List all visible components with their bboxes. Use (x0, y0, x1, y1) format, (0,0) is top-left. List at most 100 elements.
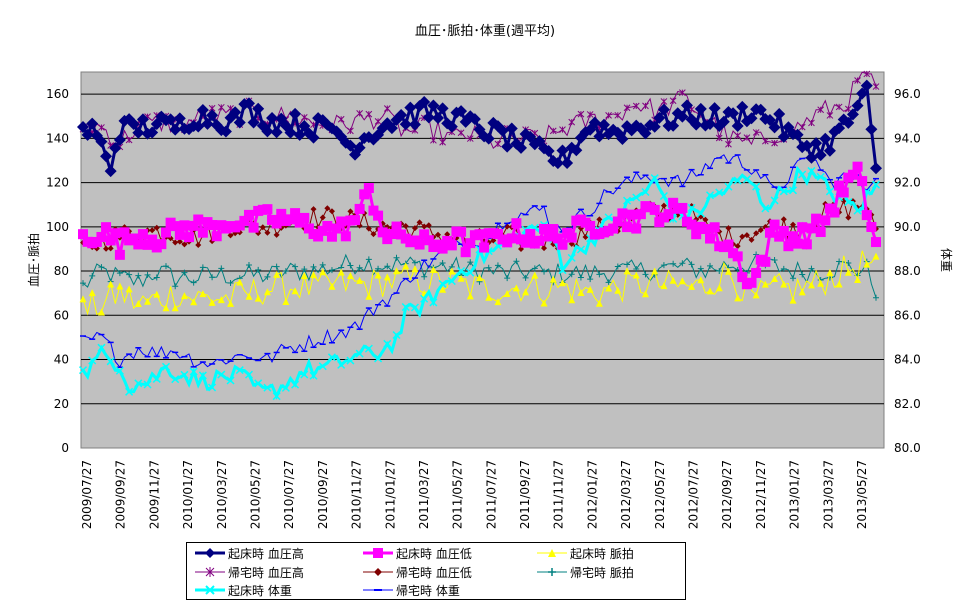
data-point (98, 124, 105, 131)
y-axis-right: 80.0 82.0 84.0 86.0 88.0 90.0 92.0 94.0 96.0 (894, 87, 921, 455)
x-tick-label: 2011/07/27 (484, 460, 498, 529)
data-point (788, 231, 799, 242)
data-point (679, 260, 686, 267)
data-point (88, 356, 97, 365)
data-point (373, 210, 384, 221)
x-tick-label: 2012/01/27 (585, 460, 599, 529)
data-point (863, 260, 871, 268)
data-point (789, 296, 797, 304)
data-point (632, 193, 641, 202)
data-point (411, 259, 418, 266)
data-point (301, 266, 308, 273)
data-point (474, 229, 485, 240)
data-point (247, 116, 260, 129)
data-point (170, 221, 181, 232)
y-axis-left: 0 20 40 60 80 100 120 140 160 (46, 87, 69, 455)
data-point (171, 375, 180, 384)
data-point (522, 288, 530, 296)
data-point (457, 266, 466, 276)
data-point (328, 267, 335, 274)
data-point (819, 132, 832, 145)
data-point (201, 117, 214, 130)
data-point (639, 127, 652, 140)
data-point (873, 294, 879, 301)
data-point (857, 176, 868, 187)
data-point (757, 227, 764, 234)
y2-tick-label: 88.0 (894, 264, 921, 278)
data-point (657, 103, 670, 116)
data-point (844, 105, 852, 113)
data-point (97, 343, 106, 352)
data-point (511, 218, 522, 229)
data-point (337, 360, 346, 369)
data-point (642, 271, 649, 278)
data-point (700, 224, 711, 235)
data-point (733, 176, 742, 185)
data-point (254, 294, 262, 302)
data-point (614, 286, 622, 294)
data-point (419, 229, 430, 240)
data-point (670, 260, 677, 267)
data-point (416, 219, 423, 226)
data-point (872, 252, 880, 260)
data-point (132, 126, 145, 139)
data-point (264, 273, 271, 280)
data-point (391, 221, 402, 232)
x-tick-label: 2010/07/27 (282, 460, 296, 529)
data-point (126, 271, 133, 278)
data-point (80, 280, 86, 287)
data-point (127, 118, 140, 131)
legend-label: 帰宅時 脈拍 (570, 565, 634, 580)
data-point (116, 270, 123, 277)
data-point (365, 292, 373, 300)
x-tick-label: 2010/03/27 (215, 460, 229, 529)
data-point (567, 253, 576, 262)
data-point (558, 266, 567, 275)
data-point (660, 98, 668, 105)
data-point (752, 291, 760, 299)
data-point (826, 268, 834, 276)
data-point (324, 205, 331, 212)
data-point (866, 221, 877, 232)
data-point (833, 122, 846, 135)
data-point (239, 215, 250, 226)
data-point (482, 132, 495, 145)
data-point (541, 245, 548, 252)
data-point (845, 214, 852, 221)
data-point (577, 288, 585, 296)
legend-label: 帰宅時 血圧低 (396, 565, 472, 580)
data-point (576, 245, 585, 254)
data-point (632, 271, 640, 279)
data-point (676, 110, 689, 123)
data-point (383, 273, 391, 281)
data-point (761, 280, 769, 288)
data-point (732, 251, 743, 262)
data-point (761, 204, 770, 213)
data-point (243, 209, 254, 220)
data-point (181, 241, 188, 248)
data-point (557, 239, 568, 250)
data-point (411, 265, 419, 273)
data-point (307, 131, 320, 144)
data-point (355, 349, 364, 358)
data-point (679, 89, 686, 97)
data-point (364, 344, 373, 353)
y2-tick-label: 96.0 (894, 87, 921, 101)
data-point (768, 121, 781, 134)
data-point (374, 118, 382, 125)
data-point (632, 102, 640, 110)
data-point (617, 208, 628, 219)
data-point (242, 97, 255, 110)
data-point (549, 275, 557, 283)
data-point (207, 220, 218, 231)
data-point (377, 227, 388, 238)
series-wake_bp_low (78, 161, 881, 290)
data-point (113, 133, 126, 146)
data-point (211, 231, 222, 242)
data-point (425, 222, 432, 229)
x-tick-label: 2010/01/27 (181, 460, 195, 529)
data-point (501, 140, 514, 153)
data-point (780, 265, 787, 272)
data-point (244, 370, 254, 379)
data-point (660, 262, 667, 269)
